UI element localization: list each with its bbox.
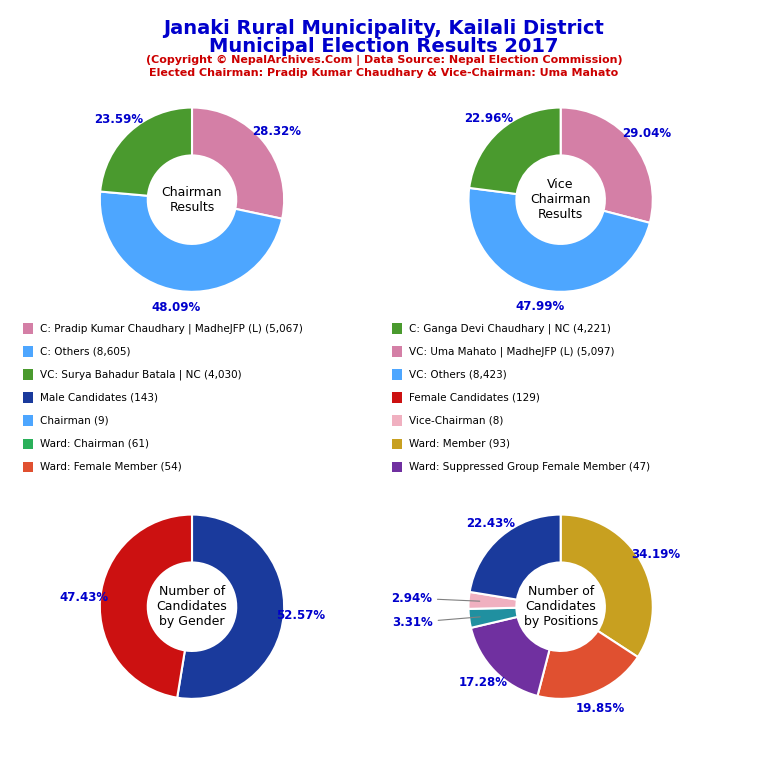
Wedge shape xyxy=(471,617,550,696)
Text: Number of
Candidates
by Positions: Number of Candidates by Positions xyxy=(524,585,598,628)
Text: Vice-Chairman (8): Vice-Chairman (8) xyxy=(409,415,503,426)
Text: 47.43%: 47.43% xyxy=(59,591,108,604)
Text: 22.43%: 22.43% xyxy=(465,518,515,531)
Text: Janaki Rural Municipality, Kailali District: Janaki Rural Municipality, Kailali Distr… xyxy=(164,19,604,38)
Text: 19.85%: 19.85% xyxy=(575,702,624,714)
Text: Chairman (9): Chairman (9) xyxy=(40,415,108,426)
Text: C: Pradip Kumar Chaudhary | MadheJFP (L) (5,067): C: Pradip Kumar Chaudhary | MadheJFP (L)… xyxy=(40,323,303,334)
Text: 29.04%: 29.04% xyxy=(622,127,671,140)
Wedge shape xyxy=(470,515,561,600)
Text: VC: Surya Bahadur Batala | NC (4,030): VC: Surya Bahadur Batala | NC (4,030) xyxy=(40,369,242,380)
Text: Ward: Chairman (61): Ward: Chairman (61) xyxy=(40,439,149,449)
Text: Vice
Chairman
Results: Vice Chairman Results xyxy=(531,178,591,221)
Text: Municipal Election Results 2017: Municipal Election Results 2017 xyxy=(209,37,559,56)
Wedge shape xyxy=(100,108,192,196)
Text: 47.99%: 47.99% xyxy=(515,300,564,313)
Text: 3.31%: 3.31% xyxy=(392,616,480,629)
Wedge shape xyxy=(468,188,650,292)
Wedge shape xyxy=(192,108,284,219)
Text: Ward: Female Member (54): Ward: Female Member (54) xyxy=(40,462,182,472)
Text: Chairman
Results: Chairman Results xyxy=(162,186,222,214)
Wedge shape xyxy=(538,631,638,699)
Text: Ward: Member (93): Ward: Member (93) xyxy=(409,439,510,449)
Text: Male Candidates (143): Male Candidates (143) xyxy=(40,392,158,403)
Text: 28.32%: 28.32% xyxy=(252,124,301,137)
Text: Elected Chairman: Pradip Kumar Chaudhary & Vice-Chairman: Uma Mahato: Elected Chairman: Pradip Kumar Chaudhary… xyxy=(149,68,619,78)
Wedge shape xyxy=(177,515,284,699)
Wedge shape xyxy=(468,607,518,627)
Text: 52.57%: 52.57% xyxy=(276,609,325,622)
Wedge shape xyxy=(100,515,192,697)
Text: 22.96%: 22.96% xyxy=(465,111,513,124)
Text: VC: Others (8,423): VC: Others (8,423) xyxy=(409,369,506,380)
Wedge shape xyxy=(468,592,517,609)
Text: Female Candidates (129): Female Candidates (129) xyxy=(409,392,539,403)
Text: C: Ganga Devi Chaudhary | NC (4,221): C: Ganga Devi Chaudhary | NC (4,221) xyxy=(409,323,611,334)
Text: 48.09%: 48.09% xyxy=(151,301,200,314)
Text: Ward: Suppressed Group Female Member (47): Ward: Suppressed Group Female Member (47… xyxy=(409,462,650,472)
Text: VC: Uma Mahato | MadheJFP (L) (5,097): VC: Uma Mahato | MadheJFP (L) (5,097) xyxy=(409,346,614,357)
Text: 17.28%: 17.28% xyxy=(458,677,508,689)
Text: Number of
Candidates
by Gender: Number of Candidates by Gender xyxy=(157,585,227,628)
Text: 34.19%: 34.19% xyxy=(632,548,680,561)
Wedge shape xyxy=(561,108,653,223)
Wedge shape xyxy=(561,515,653,657)
Text: C: Others (8,605): C: Others (8,605) xyxy=(40,346,131,357)
Wedge shape xyxy=(100,191,282,292)
Text: 23.59%: 23.59% xyxy=(94,113,143,126)
Text: (Copyright © NepalArchives.Com | Data Source: Nepal Election Commission): (Copyright © NepalArchives.Com | Data So… xyxy=(146,55,622,66)
Text: 2.94%: 2.94% xyxy=(391,591,480,604)
Wedge shape xyxy=(469,108,561,194)
